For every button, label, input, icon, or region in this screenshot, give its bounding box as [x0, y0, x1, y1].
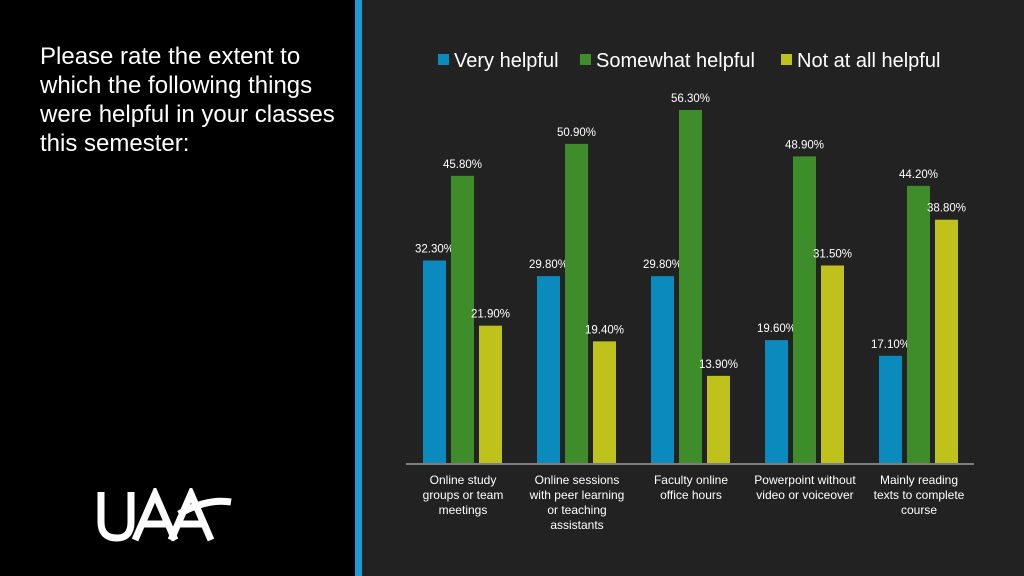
bar-s1-c3: [651, 276, 674, 463]
category-label-1-line-1: Online study: [430, 473, 497, 487]
category-label-2-line-4: assistants: [550, 518, 603, 532]
category-label-1-line-2: groups or team: [423, 488, 504, 502]
bar-chart: Very helpful Somewhat helpful Not at all h…: [406, 50, 974, 532]
bar-s2-c1: [451, 175, 474, 463]
value-label-s3-c4: 31.50%: [813, 248, 852, 260]
left-panel: Please rate the extent to which the foll…: [0, 0, 355, 576]
value-label-s1-c5: 17.10%: [871, 339, 910, 351]
category-label-3-line-2: office hours: [660, 488, 722, 502]
value-label-s3-c3: 13.90%: [699, 359, 738, 371]
bar-s3-c3: [707, 375, 730, 463]
category-label-3-line-1: Faculty online: [654, 473, 728, 487]
legend-label-1: Very helpful: [454, 50, 559, 72]
category-label-5-line-3: course: [901, 503, 937, 517]
bar-s3-c1: [479, 325, 502, 463]
value-label-s2-c1: 45.80%: [443, 159, 482, 171]
category-label-4-line-1: Powerpoint without: [754, 473, 856, 487]
value-label-s1-c1: 32.30%: [415, 243, 454, 255]
legend-label-2: Somewhat helpful: [596, 50, 755, 72]
bar-s1-c1: [423, 260, 446, 463]
value-label-s3-c5: 38.80%: [927, 203, 966, 215]
category-label-2-line-2: with peer learning: [529, 488, 625, 502]
uaa-logo: [97, 488, 232, 542]
bar-s2-c5: [907, 185, 930, 463]
divider-bar: [355, 0, 362, 576]
bar-s2-c2: [565, 143, 588, 463]
legend-swatch-2: [580, 54, 591, 65]
bar-s1-c4: [765, 340, 788, 463]
value-label-s3-c2: 19.40%: [585, 324, 624, 336]
bar-s3-c2: [593, 341, 616, 463]
value-label-s1-c2: 29.80%: [529, 259, 568, 271]
value-label-s1-c3: 29.80%: [643, 259, 682, 271]
category-label-1-line-3: meetings: [439, 503, 488, 517]
bar-s3-c4: [821, 265, 844, 463]
category-label-2-line-3: or teaching: [547, 503, 606, 517]
legend-swatch-3: [781, 54, 792, 65]
bar-s2-c4: [793, 156, 816, 463]
bar-s1-c5: [879, 355, 902, 463]
legend-swatch-1: [438, 54, 449, 65]
value-label-s1-c4: 19.60%: [757, 323, 796, 335]
category-label-2-line-1: Online sessions: [535, 473, 620, 487]
legend-label-3: Not at all helpful: [797, 50, 940, 72]
category-label-5-line-1: Mainly reading: [880, 473, 958, 487]
question-title: Please rate the extent to which the foll…: [40, 43, 335, 157]
value-label-s2-c5: 44.20%: [899, 169, 938, 181]
value-label-s2-c4: 48.90%: [785, 139, 824, 151]
value-label-s2-c2: 50.90%: [557, 127, 596, 139]
category-label-4-line-2: video or voiceover: [756, 488, 853, 502]
value-label-s3-c1: 21.90%: [471, 309, 510, 321]
chart-area: Very helpful Somewhat helpful Not at all h…: [362, 0, 1024, 576]
value-label-s2-c3: 56.30%: [671, 93, 710, 105]
category-label-5-line-2: texts to complete: [874, 488, 965, 502]
bar-s3-c5: [935, 219, 958, 463]
bar-s1-c2: [537, 276, 560, 463]
bar-s2-c3: [679, 110, 702, 463]
